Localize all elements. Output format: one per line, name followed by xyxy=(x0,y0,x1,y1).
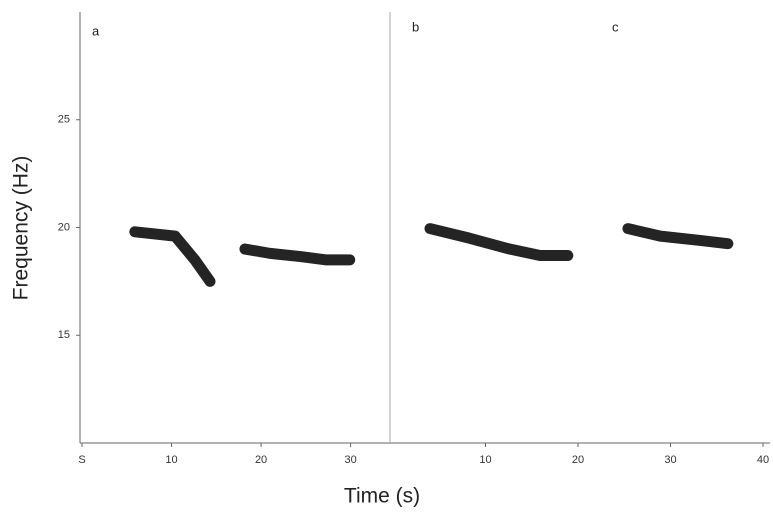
x-tick-label: 40 xyxy=(757,454,769,466)
panel-label: c xyxy=(612,19,619,34)
y-tick-label: 25 xyxy=(58,114,70,126)
y-axis-label: Frequency (Hz) xyxy=(10,156,33,301)
panel-label: b xyxy=(412,19,419,34)
call-contour xyxy=(622,223,734,250)
x-tick-label: 30 xyxy=(664,454,676,466)
x-axis-label: Time (s) xyxy=(344,485,420,508)
call-contour xyxy=(129,226,216,287)
x-tick-label: 20 xyxy=(255,454,267,466)
panel-label: a xyxy=(92,23,100,38)
call-contour xyxy=(424,223,574,262)
x-tick-label: 20 xyxy=(572,454,584,466)
y-tick-label: 15 xyxy=(58,329,70,341)
call-contour xyxy=(239,243,356,266)
x-tick-label: S xyxy=(78,454,85,466)
x-tick-label: 30 xyxy=(344,454,356,466)
x-tick-label: 10 xyxy=(165,454,177,466)
x-tick-label: 10 xyxy=(479,454,491,466)
y-tick-label: 20 xyxy=(58,221,70,233)
